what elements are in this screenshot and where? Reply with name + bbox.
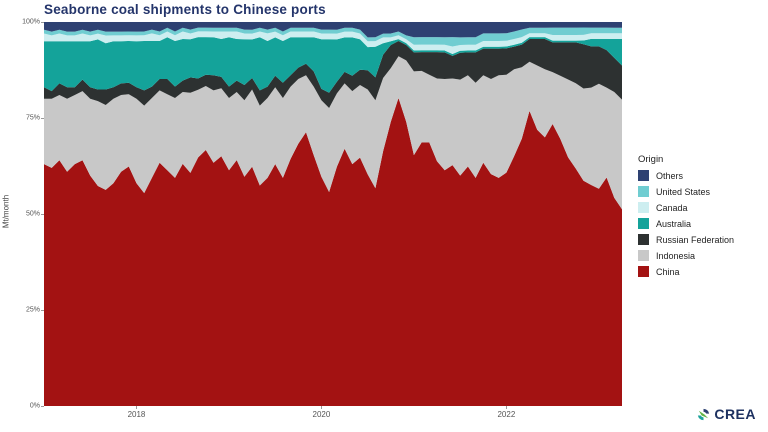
legend-label: Canada — [656, 202, 688, 213]
legend-swatch — [638, 250, 649, 261]
x-tick-label: 2022 — [497, 410, 516, 419]
legend: Origin Others United States Canada Australi… — [638, 154, 734, 282]
y-tick-label: 100% — [22, 18, 40, 26]
legend-item-united-states: United States — [638, 186, 734, 197]
y-tick-label: 50% — [25, 210, 40, 218]
crea-logo: CREA — [696, 406, 756, 422]
x-tick-mark — [321, 406, 323, 409]
area-series-china — [44, 98, 622, 406]
legend-swatch — [638, 266, 649, 277]
x-tick-mark — [136, 406, 138, 409]
legend-swatch — [638, 218, 649, 229]
stacked-area-chart — [44, 22, 622, 406]
legend-item-australia: Australia — [638, 218, 734, 229]
legend-label: Russian Federation — [656, 234, 735, 245]
legend-item-others: Others — [638, 170, 734, 181]
x-tick-label: 2018 — [127, 410, 146, 419]
legend-item-indonesia: Indonesia — [638, 250, 734, 261]
y-tick-label: 75% — [25, 114, 40, 122]
area-series-others — [44, 22, 622, 38]
legend-swatch — [638, 202, 649, 213]
area-series-russian-federation — [44, 39, 622, 108]
legend-item-russian-federation: Russian Federation — [638, 234, 734, 245]
legend-label: Australia — [656, 218, 692, 229]
legend-swatch — [638, 170, 649, 181]
legend-item-china: China — [638, 266, 734, 277]
legend-swatch — [638, 186, 649, 197]
area-series-indonesia — [44, 56, 622, 210]
crea-logo-text: CREA — [714, 406, 756, 422]
y-tick-mark — [41, 406, 44, 407]
y-tick-label: 0% — [29, 402, 40, 410]
y-tick-mark — [41, 118, 44, 119]
y-tick-mark — [41, 310, 44, 311]
legend-item-canada: Canada — [638, 202, 734, 213]
crea-logo-icon — [698, 408, 710, 420]
plot-area — [44, 22, 622, 406]
y-tick-mark — [41, 22, 44, 23]
legend-label: Indonesia — [656, 250, 696, 261]
y-tick-mark — [41, 214, 44, 215]
legend-label: Others — [656, 170, 684, 181]
x-tick-mark — [506, 406, 508, 409]
legend-title: Origin — [638, 154, 664, 165]
x-tick-label: 2020 — [312, 410, 331, 419]
legend-label: China — [656, 266, 680, 277]
legend-items: Others United States Canada Australia Russia… — [638, 170, 734, 277]
legend-label: United States — [656, 186, 711, 197]
y-tick-label: 25% — [25, 306, 40, 314]
legend-swatch — [638, 234, 649, 245]
area-series-united-states — [44, 27, 622, 47]
area-series-australia — [44, 37, 622, 93]
chart-title: Seaborne coal shipments to Chinese ports — [44, 2, 326, 17]
area-series-canada — [44, 31, 622, 54]
